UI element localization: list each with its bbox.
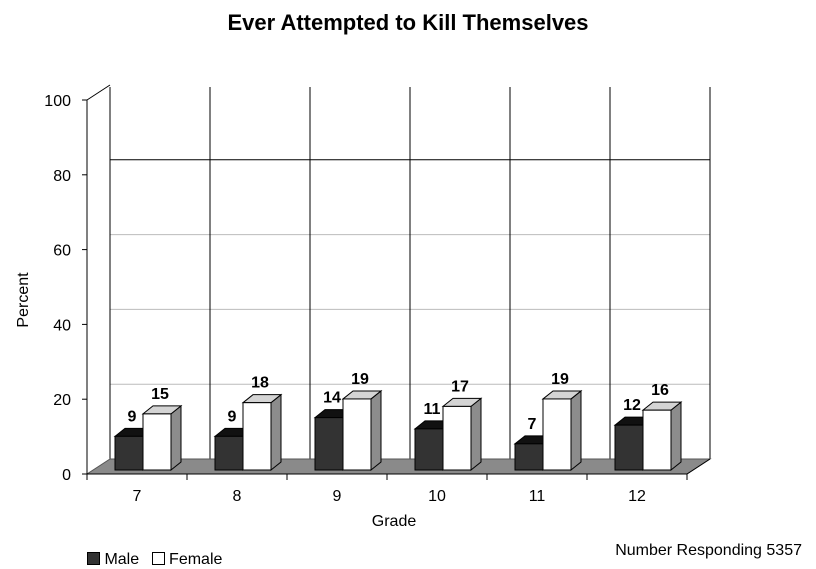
sample-size-note: Number Responding 5357 [615, 542, 802, 559]
data-label-male-11: 7 [528, 416, 537, 433]
data-label-female-7: 15 [151, 386, 169, 403]
bar-side-female-7 [170, 404, 182, 472]
data-label-female-10: 17 [451, 378, 469, 395]
data-label-male-8: 9 [228, 408, 237, 425]
bar-side-female-10 [470, 397, 482, 472]
bar-female-grade-12 [642, 409, 672, 471]
bar-female-grade-9 [342, 398, 372, 471]
legend-label-male: Male [104, 551, 140, 568]
legend: Male Female [87, 551, 230, 569]
bar-female-grade-7 [142, 413, 172, 471]
data-label-female-12: 16 [651, 382, 669, 399]
y-tick-label-60: 60 [53, 243, 71, 260]
data-label-female-9: 19 [351, 371, 369, 388]
bar-side-female-8 [270, 393, 282, 472]
data-label-male-7: 9 [128, 408, 137, 425]
floor-right-edge [686, 458, 711, 475]
bar-female-grade-8 [242, 402, 272, 471]
x-tick-label-7: 7 [133, 488, 142, 505]
legend-swatch-male [87, 552, 100, 565]
bar-female-grade-11 [542, 398, 572, 471]
y-tick-label-0: 0 [62, 467, 71, 484]
legend-label-female: Female [169, 551, 223, 568]
x-tick-label-8: 8 [233, 488, 242, 505]
bar-female-grade-10 [442, 405, 472, 471]
bar-side-female-11 [570, 389, 582, 472]
x-tick-label-12: 12 [628, 488, 646, 505]
plot-area: 0 20 40 60 80 100 7 8 9 10 11 12 9 15 9 18 14 19 11 17 7 19 12… [44, 84, 712, 505]
legend-item-male: Male [87, 551, 144, 568]
y-tick-label-40: 40 [53, 317, 71, 334]
legend-swatch-female [151, 552, 165, 565]
bar-male-grade-9 [314, 417, 344, 471]
bar-male-grade-12 [614, 424, 644, 471]
data-label-male-9: 14 [323, 390, 341, 407]
data-label-male-12: 12 [623, 397, 641, 414]
x-tick-label-9: 9 [333, 488, 342, 505]
y-tick-label-100: 100 [44, 93, 71, 110]
data-label-male-10: 11 [424, 401, 441, 418]
x-tick-label-11: 11 [529, 488, 546, 505]
bar-male-grade-10 [414, 428, 444, 471]
data-label-female-8: 18 [251, 375, 269, 392]
x-axis-label: Grade [372, 513, 417, 530]
top-edge-left [86, 84, 111, 101]
bar-male-grade-8 [214, 435, 244, 471]
legend-item-female: Female [151, 551, 223, 568]
bar-side-female-12 [670, 401, 682, 472]
data-label-female-11: 19 [551, 371, 569, 388]
bar-side-female-9 [370, 389, 382, 472]
chart-title: Ever Attempted to Kill Themselves [227, 10, 588, 35]
y-axis-label: Percent [15, 272, 32, 328]
y-tick-label-80: 80 [53, 168, 71, 185]
bar-male-grade-11 [514, 443, 544, 471]
bar-male-grade-7 [114, 435, 144, 471]
y-tick-label-20: 20 [53, 392, 71, 409]
x-tick-label-10: 10 [428, 488, 446, 505]
